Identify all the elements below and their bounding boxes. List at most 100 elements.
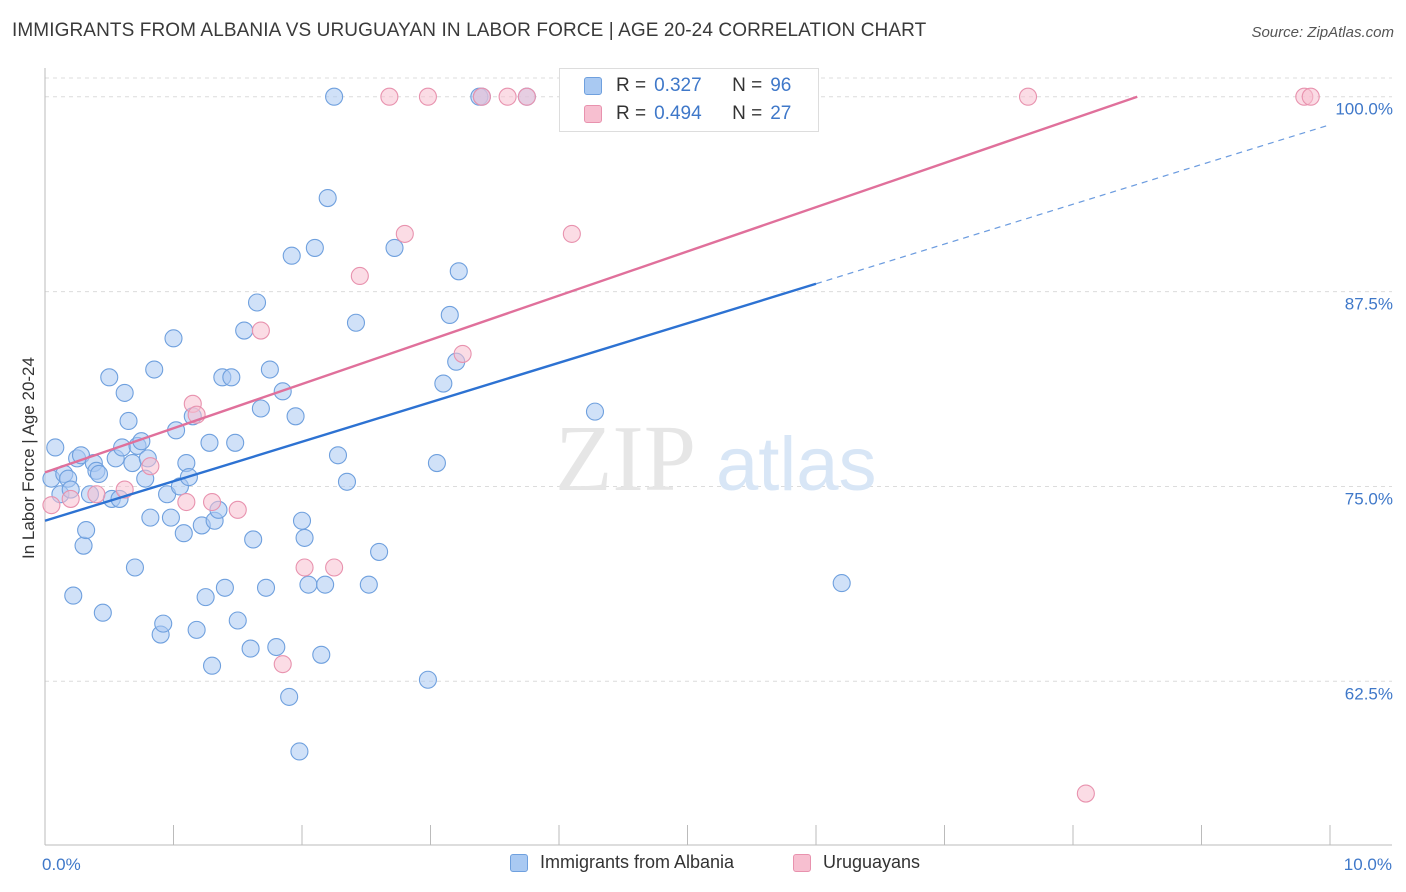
uruguayan-trend-line bbox=[44, 95, 1138, 474]
uruguayan-point bbox=[472, 87, 491, 106]
uruguayan-point bbox=[1301, 87, 1320, 106]
n-label: N = bbox=[732, 75, 763, 96]
albania-point bbox=[260, 360, 279, 379]
uruguayan-point bbox=[273, 655, 292, 674]
n-value: 96 bbox=[770, 75, 792, 96]
watermark-atlas: atlas bbox=[716, 422, 877, 507]
albania-point bbox=[328, 446, 348, 465]
legend-item-uruguayans[interactable]: Uruguayans bbox=[793, 852, 920, 873]
albania-point bbox=[123, 454, 142, 473]
albania-point bbox=[282, 246, 301, 265]
albania-point bbox=[312, 645, 331, 664]
uruguayan-point bbox=[1076, 784, 1095, 803]
albania-point bbox=[187, 620, 206, 639]
n-label: N = bbox=[732, 103, 763, 124]
chart-title: IMMIGRANTS FROM ALBANIA VS URUGUAYAN IN … bbox=[12, 20, 927, 41]
albania-point bbox=[585, 402, 605, 421]
uruguayan-point bbox=[42, 496, 61, 515]
albania-point bbox=[337, 472, 357, 491]
albania-point bbox=[305, 238, 324, 257]
albania-point bbox=[418, 670, 437, 689]
watermark: ZIP atlas bbox=[555, 407, 877, 511]
r-label: R = bbox=[616, 75, 647, 96]
albania-trend-line bbox=[44, 282, 817, 522]
albania-point bbox=[222, 368, 241, 387]
albania-point bbox=[449, 262, 468, 281]
albania-point bbox=[228, 611, 247, 630]
uruguayan-point bbox=[453, 344, 472, 363]
tick-labels: 62.5% 75.0% 87.5% 100.0% 0.0% 10.0% bbox=[42, 100, 1393, 874]
albania-point bbox=[299, 575, 318, 594]
legend-swatch-albania bbox=[510, 853, 528, 872]
albania-point bbox=[427, 454, 446, 473]
uruguayan-point bbox=[1018, 87, 1038, 106]
albania-point bbox=[200, 433, 219, 452]
trend-lines bbox=[44, 95, 1331, 522]
uruguayan-point bbox=[517, 87, 536, 106]
uruguayan-point bbox=[61, 489, 80, 508]
r-label: R = bbox=[616, 103, 647, 124]
albania-point bbox=[145, 360, 164, 379]
albania-point bbox=[241, 639, 260, 658]
albania-point bbox=[267, 637, 286, 657]
albania-point bbox=[196, 588, 215, 607]
r-value: 0.494 bbox=[654, 103, 702, 124]
legend-swatch-uruguayans bbox=[793, 853, 811, 872]
uruguayan-point bbox=[562, 224, 581, 243]
y-tick-label: 62.5% bbox=[1345, 684, 1393, 703]
albania-point bbox=[64, 586, 83, 605]
uruguayan-point bbox=[418, 87, 437, 106]
albania-point bbox=[115, 383, 134, 402]
x-tick-label: 10.0% bbox=[1344, 855, 1392, 874]
albania-point bbox=[256, 578, 276, 597]
x-tick-label: 0.0% bbox=[42, 855, 81, 874]
albania-point bbox=[93, 603, 112, 622]
albania-point bbox=[154, 614, 173, 633]
uruguayan-point bbox=[228, 500, 247, 519]
albania-point bbox=[440, 305, 459, 325]
stats-box: R = 0.327 N = 96 R = 0.494 N = 27 bbox=[559, 68, 819, 132]
albania-point bbox=[434, 374, 453, 393]
albania-point bbox=[385, 238, 404, 257]
albania-point bbox=[74, 536, 93, 555]
uruguayan-point bbox=[380, 87, 399, 106]
albania-point bbox=[290, 742, 309, 761]
albania-point bbox=[100, 368, 119, 387]
albania-point bbox=[316, 575, 335, 594]
albania-point bbox=[832, 574, 851, 593]
r-value: 0.327 bbox=[654, 75, 702, 96]
axes bbox=[44, 68, 1392, 846]
source-label: Source: ZipAtlas.com bbox=[1251, 24, 1394, 41]
legend-label-uruguayans: Uruguayans bbox=[823, 852, 921, 872]
albania-point bbox=[235, 321, 254, 340]
albania-point bbox=[251, 399, 270, 418]
stats-row-uruguayans: R = 0.494 N = 27 bbox=[584, 100, 791, 128]
albania-point bbox=[215, 578, 234, 597]
uruguayan-point bbox=[141, 457, 160, 476]
stats-swatch-albania bbox=[584, 77, 602, 95]
albania-point bbox=[370, 542, 389, 561]
albania-point bbox=[325, 87, 344, 106]
uruguayan-point bbox=[251, 321, 270, 340]
albania-point bbox=[280, 687, 299, 706]
albania-point bbox=[46, 438, 65, 457]
albania-point bbox=[286, 407, 305, 426]
uruguayan-point bbox=[395, 224, 414, 243]
y-tick-label: 87.5% bbox=[1345, 295, 1393, 314]
albania-point bbox=[318, 188, 337, 208]
legend-item-albania[interactable]: Immigrants from Albania bbox=[510, 852, 734, 873]
albania-point bbox=[119, 411, 138, 431]
albania-point bbox=[164, 329, 183, 348]
albania-point bbox=[125, 558, 144, 577]
albania-point bbox=[174, 524, 193, 543]
albania-point bbox=[77, 521, 96, 540]
uruguayan-point bbox=[350, 266, 369, 286]
uruguayan-point bbox=[295, 558, 314, 577]
watermark-zip: ZIP bbox=[555, 407, 696, 511]
uruguayan-point bbox=[177, 492, 196, 512]
legend: Immigrants from Albania Uruguayans bbox=[0, 850, 1406, 880]
albania-point bbox=[346, 313, 366, 332]
albania-point bbox=[295, 528, 314, 547]
stats-swatch-uruguayans bbox=[584, 105, 602, 123]
